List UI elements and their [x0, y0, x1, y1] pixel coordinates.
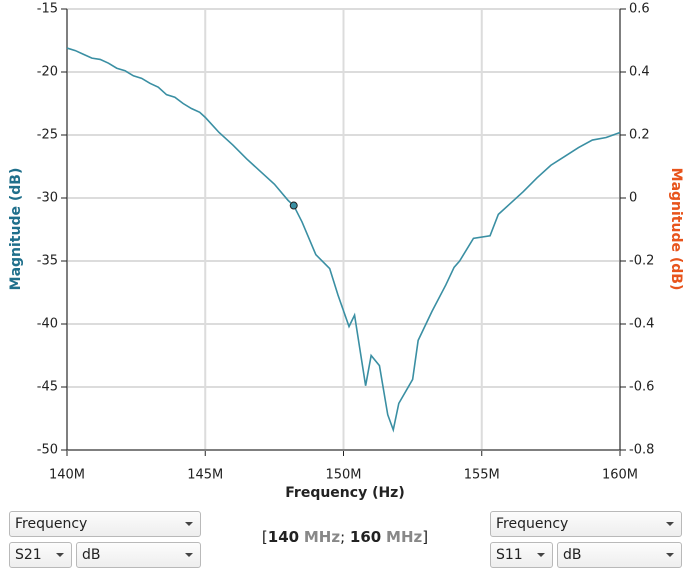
line: [66, 47, 621, 433]
bracket: ]: [422, 528, 429, 546]
separator: ;: [340, 528, 346, 546]
y-tick-label: -20: [37, 65, 58, 80]
y-tick-label: -25: [37, 128, 58, 143]
unit: MHz: [386, 528, 423, 546]
dropdown[interactable]: S11: [490, 542, 553, 568]
y2-tick-label: 0: [629, 191, 637, 206]
y2-tick-label: 0.4: [629, 65, 650, 80]
y-axis-label: Magnitude (dB): [8, 168, 24, 291]
bracket: [: [261, 528, 268, 546]
y2-tick-label: 0.6: [629, 2, 650, 17]
x-tick-label: 140M: [49, 468, 85, 483]
marker: [289, 201, 298, 210]
y2-tick-label: -0.8: [629, 443, 654, 458]
dropdown[interactable]: dB: [76, 542, 201, 568]
dropdown[interactable]: S21: [9, 542, 72, 568]
x-tick-label: 145M: [187, 468, 223, 483]
x-tick-label: 155M: [464, 468, 500, 483]
y-tick-label: -50: [37, 443, 58, 458]
y-tick-label: -40: [37, 317, 58, 332]
x-axis-label: Frequency (Hz): [285, 485, 404, 501]
y2-tick-label: -0.6: [629, 380, 654, 395]
range-label: [140 MHz; 160 MHz]: [200, 528, 490, 546]
y2-tick-label: -0.4: [629, 317, 654, 332]
dropdown[interactable]: dB: [557, 542, 682, 568]
y-tick-label: -15: [37, 2, 58, 17]
x-tick-label: 160M: [602, 468, 638, 483]
y2-axis-label: Magnitude (dB): [668, 168, 684, 291]
y2-tick-label: 0.2: [629, 128, 650, 143]
y-tick-label: -35: [37, 254, 58, 269]
chart: Frequency (Hz) Magnitude (dB) Magnitude …: [8, 2, 684, 502]
y-tick-label: -45: [37, 380, 58, 395]
range-start: 140: [267, 528, 300, 546]
y-tick-label: -30: [37, 191, 58, 206]
unit: MHz: [303, 528, 341, 546]
dropdown[interactable]: Frequency: [9, 511, 201, 537]
dropdown[interactable]: Frequency: [490, 511, 682, 537]
y2-tick-label: -0.2: [629, 254, 654, 269]
x-tick-label: 150M: [325, 468, 361, 483]
range-end: 160: [349, 528, 382, 546]
